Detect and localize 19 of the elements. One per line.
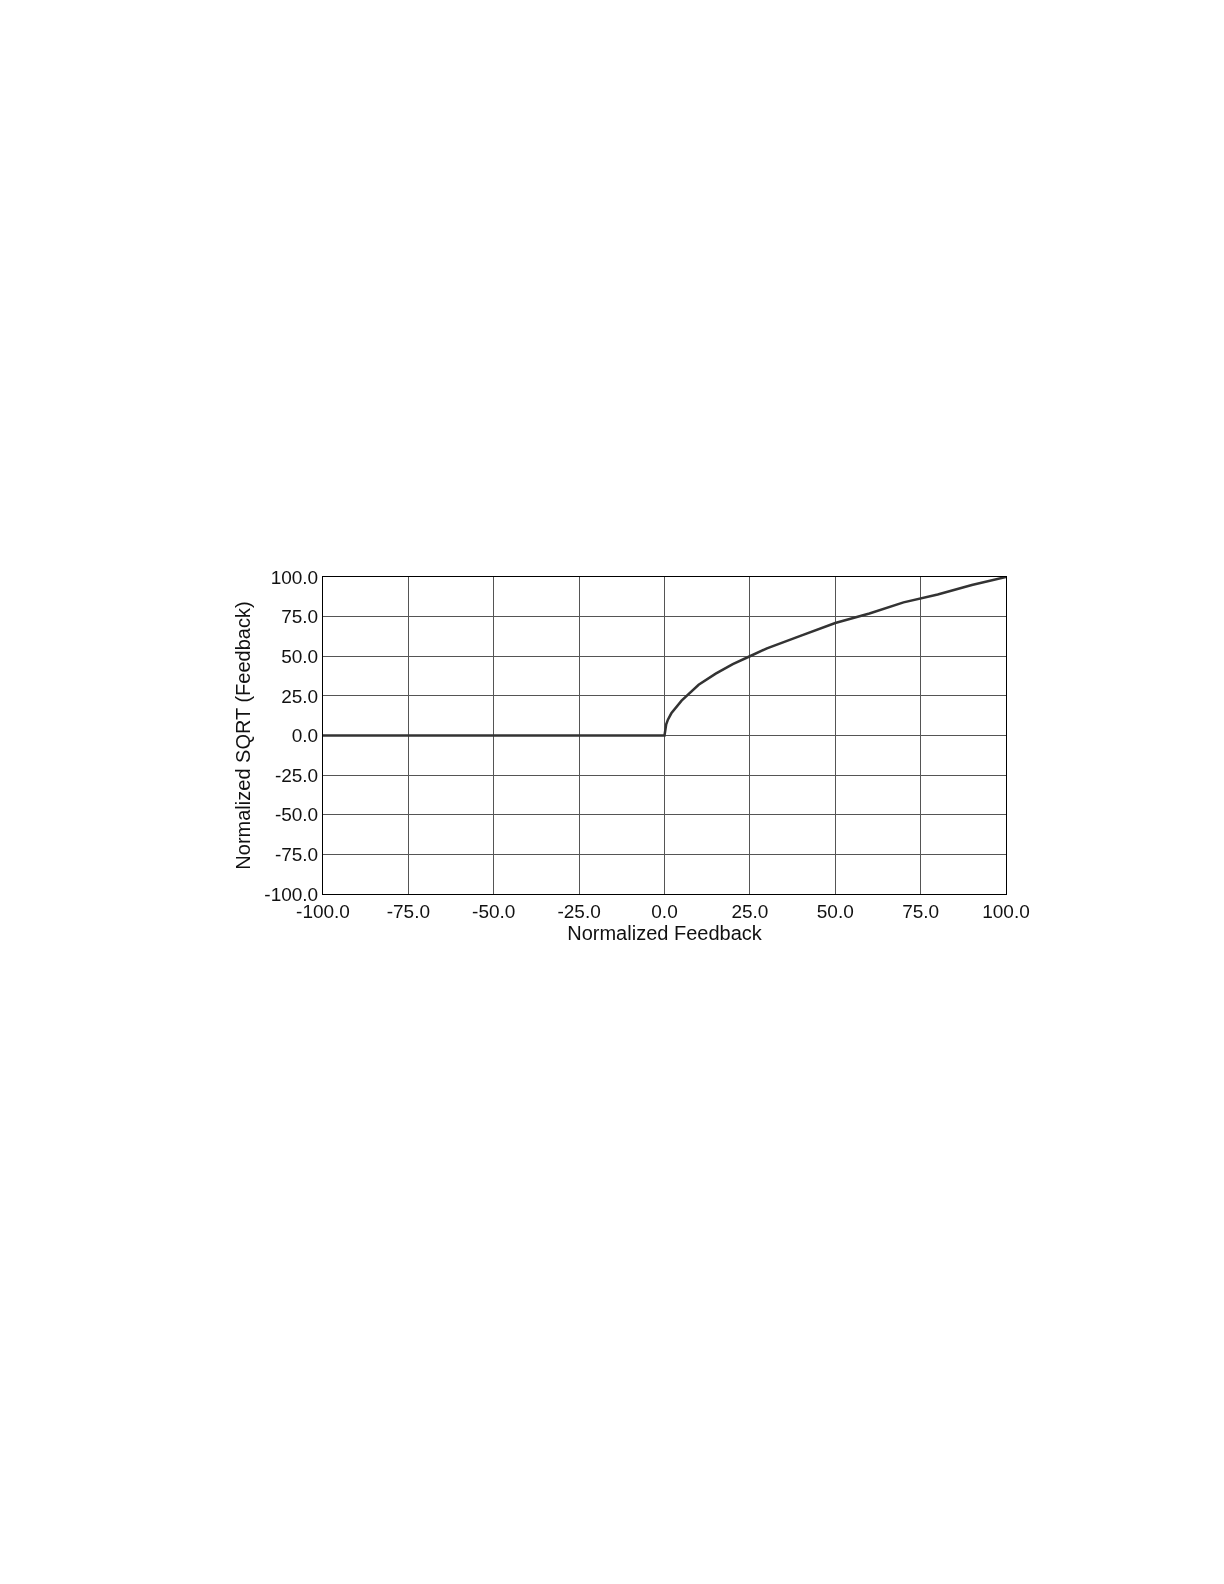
x-tick-label: 50.0 [816,900,854,922]
y-tick-label: 50.0 [281,645,319,667]
y-tick-label: 75.0 [281,606,319,628]
y-tick-label: 25.0 [281,685,319,707]
x-tick-label: 75.0 [902,900,940,922]
x-tick-label: -25.0 [557,900,601,922]
x-tick-label: 100.0 [982,900,1030,922]
x-tick-label: 0.0 [651,900,678,922]
y-tick-label: -50.0 [274,804,319,826]
y-axis-title: Normalized SQRT (Feedback) [231,601,254,870]
x-tick-label: -50.0 [472,900,516,922]
y-tick-label: 0.0 [291,725,319,747]
y-tick-label: -75.0 [274,844,319,866]
y-tick-label: -25.0 [274,764,319,786]
x-tick-label: -75.0 [386,900,431,922]
x-axis-title: Normalized Feedback [567,921,763,944]
x-tick-label: 25.0 [731,900,769,922]
line-series [323,577,1006,737]
y-tick-label: 100.0 [270,566,319,588]
